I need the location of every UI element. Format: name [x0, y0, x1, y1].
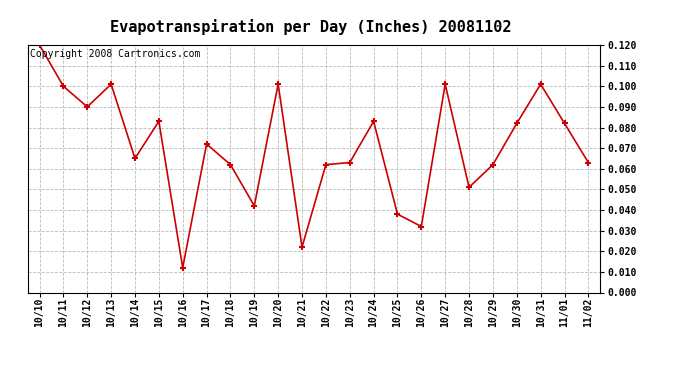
Text: Evapotranspiration per Day (Inches) 20081102: Evapotranspiration per Day (Inches) 2008… [110, 19, 511, 35]
Text: Copyright 2008 Cartronics.com: Copyright 2008 Cartronics.com [30, 49, 201, 59]
